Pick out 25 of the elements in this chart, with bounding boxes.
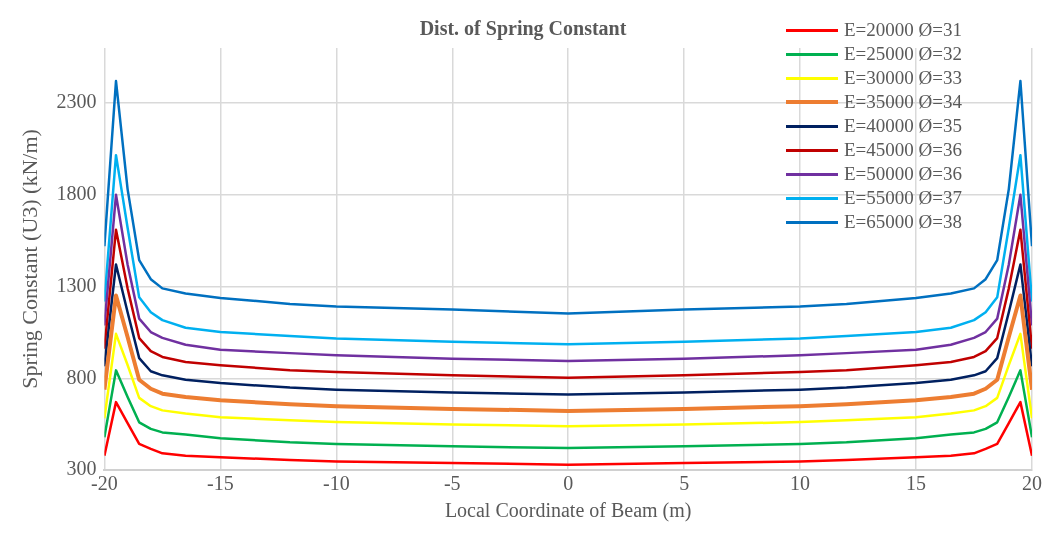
x-tick-label: 5 (679, 472, 690, 495)
x-tick-label: -15 (207, 472, 234, 495)
y-tick-label: 2300 (56, 90, 97, 113)
legend-label: E=30000 Ø=33 (843, 66, 962, 90)
x-tick-label: -10 (322, 472, 350, 495)
y-tick-label: 300 (66, 457, 97, 480)
x-tick-label: 0 (563, 472, 574, 495)
y-tick-label: 1300 (56, 273, 97, 296)
legend-label: E=25000 Ø=32 (843, 42, 962, 66)
x-tick-label: 10 (790, 472, 811, 495)
legend-label: E=55000 Ø=37 (843, 186, 962, 210)
y-tick-label: 800 (66, 365, 97, 388)
x-tick-label: 20 (1022, 472, 1042, 495)
y-axis-title: Spring Constant (U3) (kN/m) (16, 129, 42, 389)
legend-label: E=40000 Ø=35 (843, 114, 962, 138)
x-tick-label: 15 (906, 472, 927, 495)
legend-label: E=65000 Ø=38 (843, 210, 962, 234)
x-tick-label: -5 (443, 472, 461, 495)
legend-label: E=45000 Ø=36 (843, 138, 962, 162)
chart-title: Dist. of Spring Constant (419, 17, 627, 41)
legend-label: E=50000 Ø=36 (843, 162, 962, 186)
x-axis-title: Local Coordinate of Beam (m) (444, 499, 692, 523)
legend-label: E=20000 Ø=31 (843, 18, 962, 42)
y-tick-label: 1800 (56, 182, 97, 205)
legend-label: E=35000 Ø=34 (843, 90, 962, 114)
